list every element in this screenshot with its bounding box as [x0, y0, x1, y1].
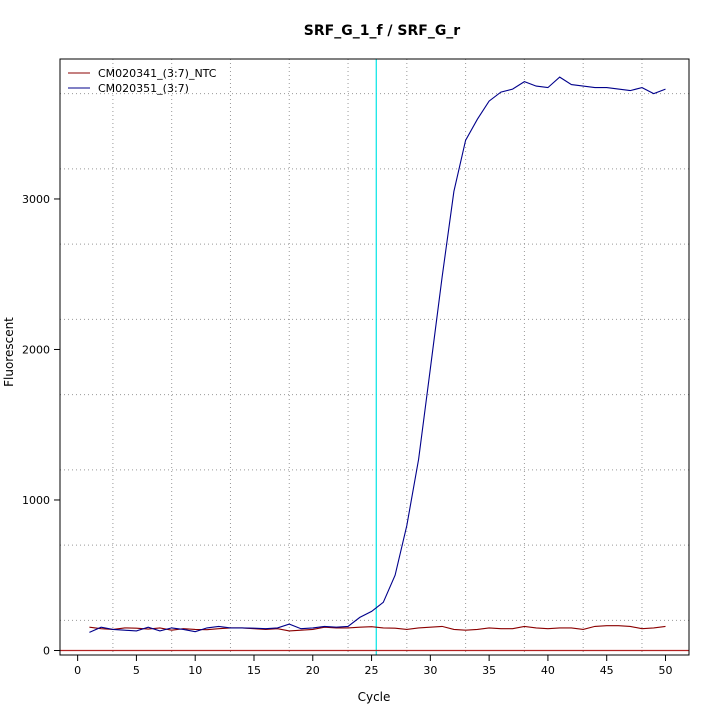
x-tick-label: 15 — [247, 664, 261, 677]
chart-title: SRF_G_1_f / SRF_G_r — [304, 23, 461, 39]
plot-frame — [59, 58, 690, 656]
x-tick-label: 30 — [423, 664, 437, 677]
x-axis-label: Cycle — [358, 690, 391, 704]
threshold-layer — [60, 59, 689, 655]
x-tick-label: 35 — [482, 664, 496, 677]
y-axis-label: Fluorescent — [2, 317, 16, 387]
x-tick-label: 10 — [188, 664, 202, 677]
series-line-1 — [89, 625, 666, 632]
y-tick-label: 1000 — [22, 494, 50, 507]
series-line-2 — [89, 76, 666, 633]
y-tick-label: 0 — [43, 644, 50, 657]
legend-label-1: CM020341_(3:7)_NTC — [98, 67, 217, 80]
y-tick-label: 3000 — [22, 193, 50, 206]
legend-label-2: CM020351_(3:7) — [98, 82, 189, 95]
x-axis: 0 5 10 15 20 25 30 35 40 45 50 — [74, 655, 672, 677]
grid-layer — [60, 59, 689, 655]
x-tick-label: 40 — [541, 664, 555, 677]
legend: CM020341_(3:7)_NTC CM020351_(3:7) — [68, 67, 217, 95]
x-tick-label: 25 — [365, 664, 379, 677]
y-axis: 0 1000 2000 3000 — [22, 193, 60, 657]
x-tick-label: 45 — [600, 664, 614, 677]
series-layer — [89, 76, 666, 633]
x-tick-label: 0 — [74, 664, 81, 677]
x-tick-label: 20 — [306, 664, 320, 677]
x-tick-label: 5 — [133, 664, 140, 677]
y-tick-label: 2000 — [22, 343, 50, 356]
x-tick-label: 50 — [658, 664, 672, 677]
